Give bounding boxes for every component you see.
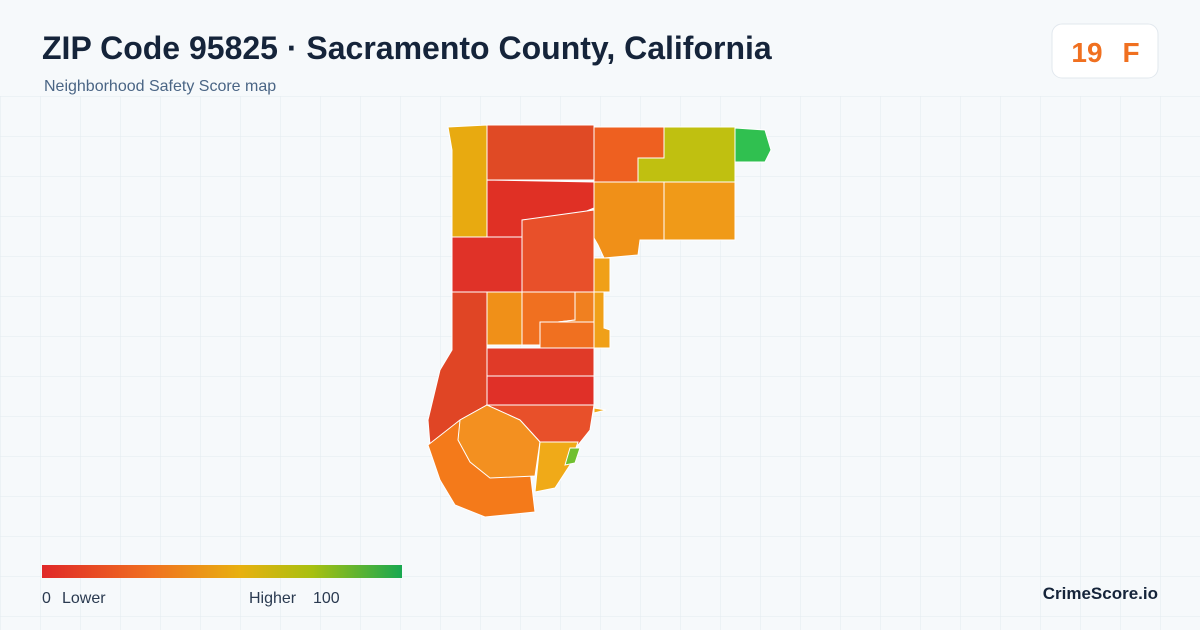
legend-bar (42, 565, 402, 578)
legend-max: 100 (313, 590, 340, 607)
zip-map (427, 124, 772, 518)
legend-min: 0 (42, 590, 51, 607)
score-badge: 19 F (1051, 23, 1159, 79)
title: ZIP Code 95825 · Sacramento County, Cali… (42, 30, 772, 66)
legend-min-label: Lower (62, 590, 106, 607)
grade: F (1122, 37, 1139, 68)
score: 19 (1071, 37, 1102, 68)
brand: CrimeScore.io (1043, 584, 1158, 603)
legend-max-label: Higher (249, 590, 297, 607)
subtitle: Neighborhood Safety Score map (44, 78, 276, 95)
